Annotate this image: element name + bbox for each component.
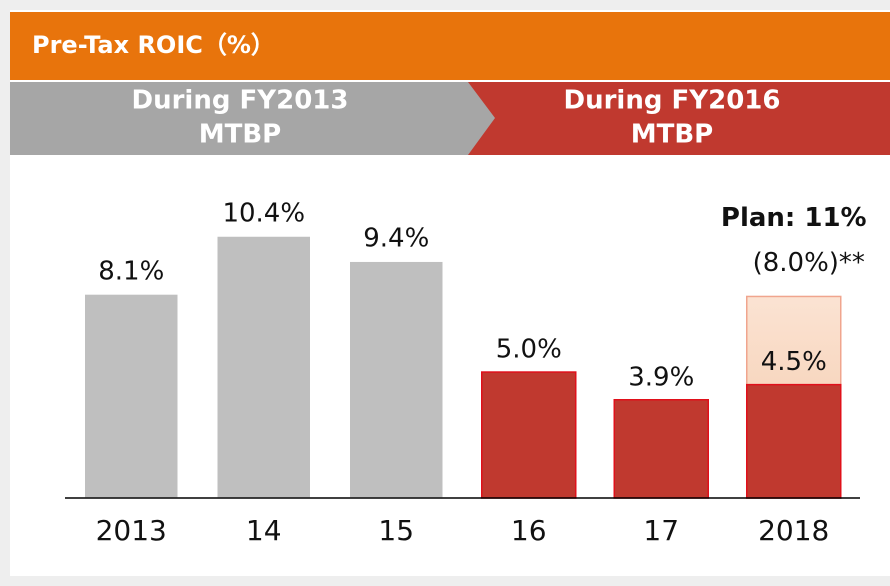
x-tick-label: 14: [246, 514, 282, 547]
period-arrow: [10, 82, 495, 155]
period-label: During FY2016: [564, 86, 781, 116]
period-label: MTBP: [631, 120, 713, 150]
bar: [216, 235, 312, 499]
x-tick-label: 15: [378, 514, 414, 547]
title-bar: [10, 12, 890, 80]
bar: [481, 371, 577, 499]
period-label: During FY2013: [132, 86, 349, 116]
bar: [613, 399, 709, 499]
bar: [83, 293, 179, 499]
value-label: 5.0%: [496, 335, 562, 365]
value-label: 10.4%: [222, 199, 305, 229]
x-tick-label: 16: [511, 514, 547, 547]
bar: [348, 260, 444, 499]
chart-title: Pre-Tax ROIC（%）: [32, 31, 275, 59]
value-label: 9.4%: [363, 224, 429, 254]
x-tick-label: 2013: [96, 514, 167, 547]
value-label: 3.9%: [628, 362, 694, 392]
value-label: 8.1%: [98, 256, 164, 286]
x-tick-label: 17: [643, 514, 679, 547]
period-band: [465, 82, 890, 155]
value-label: 4.5%: [761, 347, 827, 377]
period-label: MTBP: [199, 120, 281, 150]
bar: [746, 383, 842, 499]
plan-label: Plan: 11%: [721, 203, 867, 233]
plot: 8.1% 2013 10.4% 14 9.4% 15 5.0% 16 3.9% 17 4.5% 201…: [83, 199, 867, 547]
plan-value-label: (8.0%)**: [753, 248, 865, 278]
period-headers: During FY2013 MTBP During FY2016 MTBP: [10, 82, 890, 155]
x-tick-label: 2018: [758, 514, 829, 547]
